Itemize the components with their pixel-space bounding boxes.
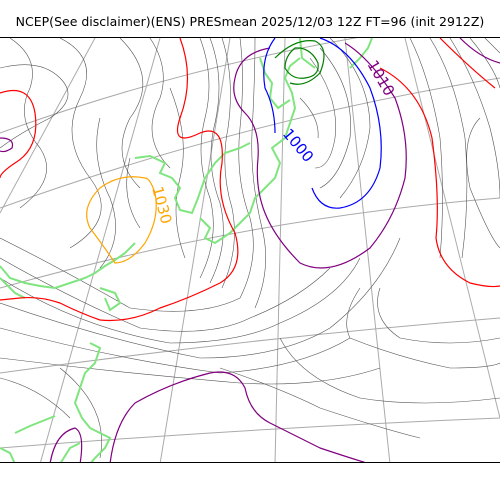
isobars-thin (0, 38, 500, 459)
contour-label-1000: 1000 (279, 125, 317, 166)
map-title: NCEP(See disclaimer)(ENS) PRESmean 2025/… (15, 14, 485, 29)
contour-label-1010: 1010 (364, 57, 399, 99)
coastline (0, 38, 373, 462)
isobar-purple (0, 38, 500, 462)
map-canvas: 1010 1000 1030 (0, 38, 500, 462)
pressure-map: 1010 1000 1030 (0, 37, 500, 463)
isobar-green (274, 40, 325, 85)
isobar-blue (263, 38, 382, 209)
contour-label-1030: 1030 (148, 184, 175, 226)
isobar-orange (86, 176, 157, 264)
isobar-red (0, 38, 500, 322)
graticule (0, 38, 500, 462)
